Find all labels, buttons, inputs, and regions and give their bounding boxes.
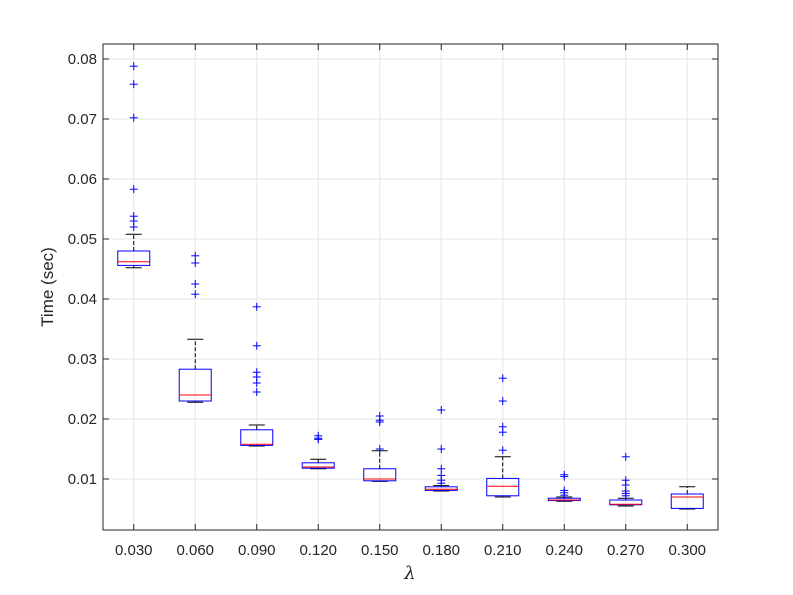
iqr-box [117,250,151,266]
box-group-0.060 [178,251,212,403]
outlier-marker [560,470,569,479]
x-tick-label: 0.090 [238,542,276,559]
outlier-marker [498,422,507,431]
x-axis-title: λ [403,563,415,584]
box-group-0.210 [486,374,520,498]
y-tick-label: 0.06 [68,171,97,188]
outlier-marker [375,445,384,453]
y-tick-label: 0.02 [68,411,97,428]
iqr-box [609,499,643,506]
x-tick-label: 0.060 [176,542,214,559]
x-tick-label: 0.180 [422,542,460,559]
outlier-marker [252,368,261,377]
x-tick-label: 0.150 [361,542,399,559]
outlier-marker [560,486,569,495]
outlier-marker [129,62,138,71]
y-tick-labels: 0.01 0.02 0.03 0.04 0.05 0.06 0.07 0.08 [68,51,97,488]
box-group-0.270 [609,452,643,507]
outlier-marker [375,412,384,420]
iqr-box [178,368,212,402]
y-tick-label: 0.01 [68,471,97,488]
iqr-box [301,462,335,469]
x-tick-label: 0.240 [545,542,583,559]
y-tick-label: 0.03 [68,351,97,368]
box-group-0.120 [301,431,335,470]
x-tick-label: 0.030 [115,542,153,559]
x-tick-label: 0.300 [668,542,706,559]
outlier-marker [621,476,630,485]
iqr-box [363,468,397,482]
y-tick-label: 0.04 [68,291,97,308]
axes-frame [102,43,719,531]
outlier-marker [437,464,446,473]
box-group-0.240 [547,470,581,502]
outlier-marker [191,251,200,260]
outlier-marker [129,80,138,89]
plot-area-background [103,44,718,530]
outlier-marker [191,280,200,288]
box-group-0.030 [117,62,151,269]
iqr-box [486,477,520,497]
x-tick-label: 0.120 [299,542,337,559]
y-tick-label: 0.05 [68,231,97,248]
box-group-0.150 [363,412,397,482]
box-group-0.180 [424,406,458,492]
box-series [117,62,704,510]
outlier-marker [129,185,138,194]
y-tick-label: 0.07 [68,111,97,128]
x-tick-label: 0.210 [484,542,522,559]
outlier-marker [252,341,261,350]
x-tick-labels: 0.030 0.060 0.090 0.120 0.150 0.180 0.210 0.240… [115,542,706,559]
outlier-marker [252,388,261,396]
outlier-marker [314,431,323,440]
outlier-marker [437,445,446,453]
outlier-marker [437,406,446,414]
y-tick-label: 0.08 [68,51,97,68]
iqr-box [240,429,274,446]
x-tick-label: 0.270 [607,542,645,559]
y-axis-title: Time (sec) [38,247,57,327]
axis-ticks [103,44,718,530]
outlier-marker [498,374,507,383]
outlier-marker [129,113,138,122]
outlier-marker [498,397,507,405]
outlier-marker [191,259,200,267]
outlier-marker [621,452,630,461]
outlier-marker [129,212,138,221]
outlier-marker [252,302,261,311]
outlier-marker [191,290,200,299]
box-group-0.090 [240,302,274,447]
box-group-0.300 [670,486,704,510]
iqr-box [670,493,704,509]
outlier-marker [498,446,507,455]
